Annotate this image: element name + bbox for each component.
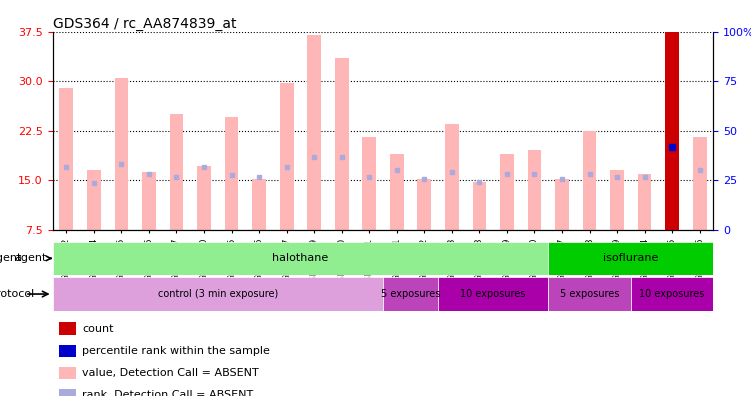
Text: rank, Detection Call = ABSENT: rank, Detection Call = ABSENT — [83, 390, 254, 396]
Bar — [638, 173, 651, 230]
Text: 5 exposures: 5 exposures — [381, 289, 440, 299]
Bar — [665, 32, 679, 230]
FancyBboxPatch shape — [53, 277, 383, 311]
Bar — [692, 137, 707, 230]
Text: isoflurane: isoflurane — [603, 253, 659, 263]
FancyBboxPatch shape — [631, 277, 713, 311]
Bar — [527, 150, 541, 230]
Text: protocol: protocol — [0, 289, 35, 299]
Bar — [362, 137, 376, 230]
Bar — [500, 154, 514, 230]
Bar — [59, 367, 76, 379]
Text: agent: agent — [0, 253, 22, 263]
Bar — [472, 181, 487, 230]
FancyBboxPatch shape — [383, 277, 438, 311]
Bar — [142, 172, 156, 230]
Text: GDS364 / rc_AA874839_at: GDS364 / rc_AA874839_at — [53, 17, 236, 30]
Bar — [279, 82, 294, 230]
Text: 10 exposures: 10 exposures — [460, 289, 526, 299]
Bar — [115, 78, 128, 230]
Text: 5 exposures: 5 exposures — [559, 289, 620, 299]
Bar — [418, 179, 431, 230]
Text: agent: agent — [15, 253, 51, 263]
Text: percentile rank within the sample: percentile rank within the sample — [83, 346, 270, 356]
Bar — [225, 118, 239, 230]
FancyBboxPatch shape — [438, 277, 548, 311]
Bar — [170, 114, 183, 230]
Bar — [307, 35, 321, 230]
Text: value, Detection Call = ABSENT: value, Detection Call = ABSENT — [83, 368, 259, 378]
Bar — [335, 58, 348, 230]
Text: halothane: halothane — [273, 253, 328, 263]
Bar — [59, 345, 76, 357]
Text: count: count — [83, 324, 114, 334]
Bar — [59, 88, 74, 230]
FancyBboxPatch shape — [548, 277, 631, 311]
Bar — [555, 179, 569, 230]
Bar — [197, 166, 211, 230]
Bar — [610, 170, 624, 230]
FancyBboxPatch shape — [548, 242, 713, 275]
Bar — [87, 170, 101, 230]
Bar — [445, 124, 459, 230]
Bar — [59, 389, 76, 396]
Text: control (3 min exposure): control (3 min exposure) — [158, 289, 278, 299]
Text: 10 exposures: 10 exposures — [639, 289, 705, 299]
Bar — [59, 322, 76, 335]
Bar — [252, 179, 266, 230]
FancyBboxPatch shape — [53, 242, 548, 275]
Bar — [583, 131, 596, 230]
Bar — [390, 154, 403, 230]
